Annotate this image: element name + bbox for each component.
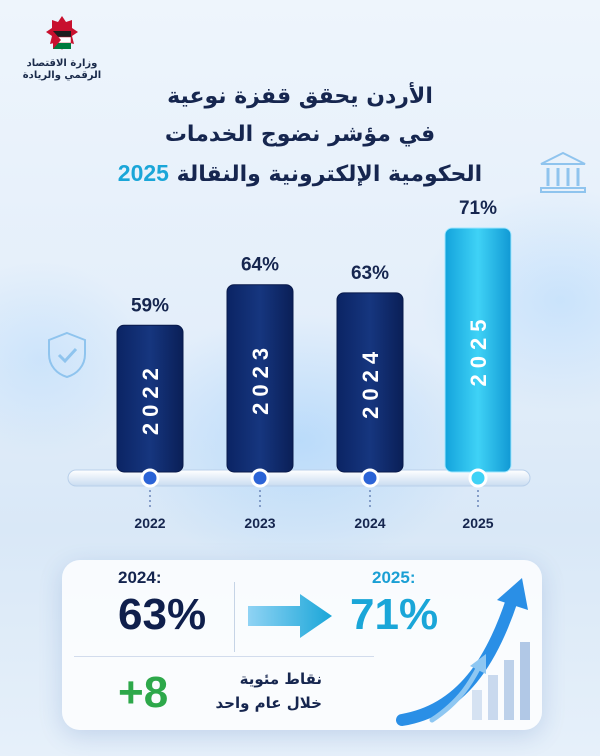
bar-year-label: 2024 <box>358 346 383 419</box>
headline-line-3: الحكومية الإلكترونية والنقالة 2025 <box>110 154 490 194</box>
summary-from-label: 2024: <box>118 568 162 587</box>
x-tick-label: 2024 <box>354 515 385 531</box>
bar-year-label: 2025 <box>466 314 491 387</box>
headline-line-3-text: الحكومية الإلكترونية والنقالة <box>176 162 483 187</box>
x-tick-label: 2023 <box>244 515 275 531</box>
summary-divider-horizontal <box>74 656 374 657</box>
arrow-right-icon <box>248 594 332 638</box>
bar-marker-dot <box>468 468 488 488</box>
delta-value: +8 <box>118 668 169 717</box>
bank-building-icon <box>540 151 586 193</box>
bar-marker-dot <box>360 468 380 488</box>
bar-marker-dot <box>250 468 270 488</box>
headline-line-2: في مؤشر نضوج الخدمات <box>164 122 436 147</box>
x-tick-label: 2025 <box>462 515 493 531</box>
chart-baseline <box>67 469 531 487</box>
headline-line-1: الأردن يحقق قفزة نوعية <box>167 84 433 109</box>
bar-year-label: 2023 <box>248 342 273 415</box>
bar-year-label: 2022 <box>138 362 163 435</box>
summary-to-label: 2025: <box>372 568 416 587</box>
x-tick-label: 2022 <box>134 515 165 531</box>
summary-divider <box>234 582 235 652</box>
bar-value-label: 59% <box>131 295 169 316</box>
bar-value-label: 63% <box>351 263 389 284</box>
headline: الأردن يحقق قفزة نوعية في مؤشر نضوج الخد… <box>110 78 490 194</box>
bar-value-label: 64% <box>241 255 279 276</box>
summary-card: 2024: 63% 2025: 71% +8 نقاط مئوية خلال ع… <box>62 560 542 730</box>
headline-year: 2025 <box>117 160 169 186</box>
delta-text-line-2: خلال عام واحد <box>215 694 322 712</box>
summary-from-value: 63% <box>118 590 207 639</box>
ministry-logo-icon <box>46 16 78 50</box>
bar-marker-dot <box>140 468 160 488</box>
delta-text-line-1: نقاط مئوية <box>239 670 322 688</box>
logo-line-2: الرقمي والريادة <box>22 70 102 81</box>
bar-value-label: 71% <box>459 198 497 219</box>
shield-check-icon <box>48 331 86 379</box>
summary-to-value: 71% <box>350 590 439 639</box>
growth-arrow-icon <box>396 578 530 726</box>
logo-line-1: وزارة الاقتصاد <box>26 58 98 69</box>
ministry-logo: وزارة الاقتصاد الرقمي والريادة <box>22 14 102 82</box>
bar-chart: 59% 2022 2022 64% 2023 2023 63% 2024 2024 71% 2025… <box>67 198 531 531</box>
